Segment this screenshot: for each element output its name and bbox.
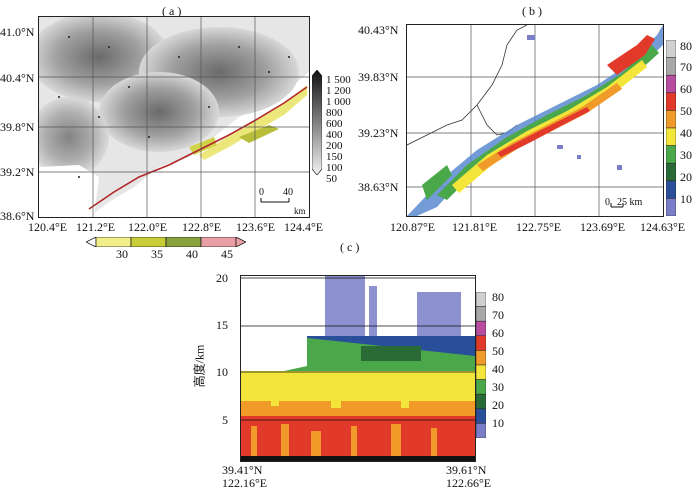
radar-map — [407, 25, 663, 216]
elev-label: 200 — [326, 140, 343, 152]
colorbar-swatch — [666, 145, 676, 164]
lon-label: 124.63°E — [640, 220, 686, 234]
colorbar-swatch — [666, 162, 676, 182]
cbar-label: 50 — [492, 344, 504, 358]
terrain-map — [39, 17, 309, 217]
cbar-label: 70 — [492, 308, 504, 322]
colorbar-swatch — [666, 40, 676, 58]
lon-label: 123.6°E — [236, 220, 276, 234]
scale-unit: km — [294, 206, 306, 216]
elev-label: 100 — [326, 162, 343, 174]
cbar-label: 40 — [680, 126, 692, 140]
lat-label: 39.23°N — [358, 126, 399, 140]
cbar-label: 10 — [680, 192, 692, 206]
y-tick: 5 — [222, 413, 228, 427]
cbar-label: 30 — [680, 148, 692, 162]
bar-label: 45 — [221, 247, 233, 261]
panel-b-title: ( b ) — [522, 4, 542, 18]
scale-zero: 0 — [605, 197, 610, 208]
cbar-label: 20 — [492, 398, 504, 412]
lon-label: 121.2°E — [76, 220, 116, 234]
colorbar-swatch — [476, 364, 486, 380]
y-axis-label: 高度/km — [192, 344, 207, 388]
elev-label: 150 — [326, 151, 343, 163]
lon-label: 121.81°E — [452, 220, 498, 234]
colorbar-swatch — [666, 180, 676, 199]
bar-label: 30 — [116, 247, 128, 261]
right-lat: 39.61°N — [446, 463, 487, 477]
colorbar-swatch — [666, 198, 676, 216]
reflectivity-bar-a — [86, 237, 246, 247]
lon-label: 120.87°E — [390, 220, 436, 234]
colorbar-swatch — [476, 335, 486, 351]
panel-b-map: 0 25 km — [406, 24, 664, 217]
lat-label: 39.2°N — [0, 165, 35, 179]
colorbar-swatch — [666, 127, 676, 146]
colorbar-swatch — [666, 57, 676, 76]
reflectivity-colorbar-b — [666, 40, 676, 216]
colorbar-swatch — [476, 423, 486, 438]
cbar-label: 70 — [680, 60, 692, 74]
scale-forty: 40 — [283, 187, 293, 198]
elev-label: 1 500 — [326, 74, 351, 86]
left-lat: 39.41°N — [222, 463, 263, 477]
lon-label: 122.75°E — [516, 220, 562, 234]
lat-label: 41.0°N — [0, 25, 35, 39]
cbar-label: 60 — [680, 82, 692, 96]
scale-zero: 0 — [259, 187, 264, 198]
elev-label: 600 — [326, 118, 343, 130]
panel-c-title: ( c ) — [340, 240, 360, 254]
lon-label: 124.4°E — [284, 220, 324, 234]
cbar-label: 20 — [680, 170, 692, 184]
elev-label: 50 — [326, 173, 337, 185]
cbar-label: 30 — [492, 380, 504, 394]
cross-section-plot — [240, 275, 476, 462]
y-tick: 15 — [216, 318, 228, 332]
colorbar-swatch — [476, 292, 486, 307]
lon-label: 122.8°E — [182, 220, 222, 234]
lat-label: 38.63°N — [358, 180, 399, 194]
elev-label: 400 — [326, 129, 343, 141]
colorbar-swatch — [476, 320, 486, 337]
lat-label: 39.83°N — [358, 70, 399, 84]
lon-label: 122.0°E — [128, 220, 168, 234]
right-lon: 122.66°E — [446, 476, 492, 490]
colorbar-swatch — [666, 74, 676, 94]
cbar-label: 60 — [492, 326, 504, 340]
lat-label: 38.6°N — [0, 209, 35, 223]
colorbar-swatch — [476, 408, 486, 424]
panel-a-title: ( a ) — [162, 4, 182, 18]
colorbar-swatch — [476, 379, 486, 395]
lon-label: 120.4°E — [28, 220, 68, 234]
panel-a-map: 0 40 km — [38, 16, 310, 218]
bar-label: 40 — [186, 247, 198, 261]
cbar-label: 80 — [492, 290, 504, 304]
left-lon: 122.16°E — [222, 476, 268, 490]
y-tick: 20 — [216, 271, 228, 285]
cbar-label: 10 — [492, 416, 504, 430]
colorbar-swatch — [476, 350, 486, 366]
elev-label: 1 200 — [326, 85, 351, 97]
elevation-colorbar — [312, 70, 322, 175]
elev-label: 1 000 — [326, 96, 351, 108]
lon-label: 123.69°E — [580, 220, 626, 234]
bar-label: 35 — [151, 247, 163, 261]
scale-25km: 25 km — [617, 197, 643, 208]
cbar-label: 80 — [680, 39, 692, 53]
colorbar-swatch — [666, 92, 676, 111]
colorbar-swatch — [476, 306, 486, 322]
lat-label: 40.43°N — [358, 23, 399, 37]
y-tick: 10 — [216, 365, 228, 379]
lat-label: 39.8°N — [0, 120, 35, 134]
elev-label: 800 — [326, 107, 343, 119]
colorbar-swatch — [476, 393, 486, 410]
colorbar-swatch — [666, 110, 676, 129]
reflectivity-colorbar-c — [476, 292, 486, 438]
cbar-label: 50 — [680, 104, 692, 118]
cbar-label: 40 — [492, 362, 504, 376]
lat-label: 40.4°N — [0, 71, 35, 85]
